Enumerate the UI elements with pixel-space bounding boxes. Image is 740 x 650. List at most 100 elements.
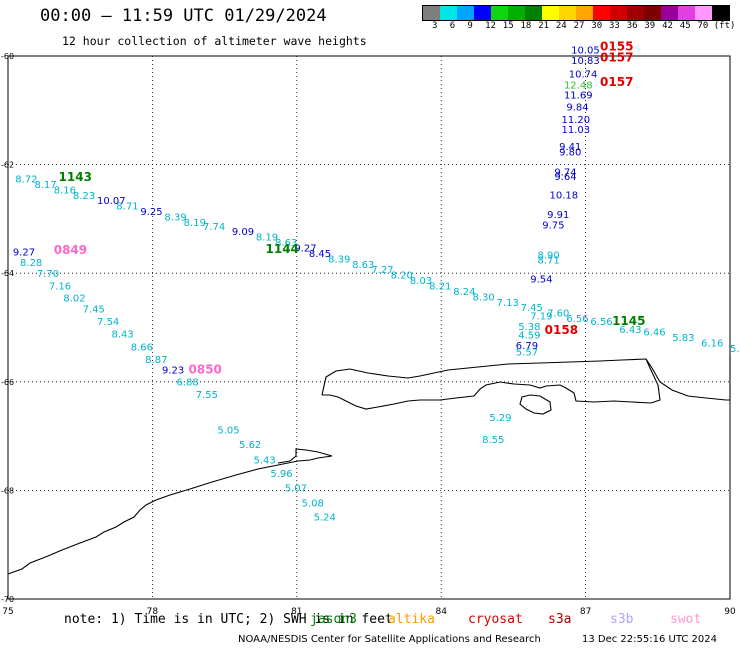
wave-height-label: 8.17 bbox=[34, 180, 56, 191]
wave-height-label: 8.71 bbox=[116, 202, 138, 213]
lat-tick-label: -70 bbox=[1, 595, 14, 604]
wave-height-label: 5.29 bbox=[489, 413, 511, 424]
credit-text: NOAA/NESDIS Center for Satellite Applica… bbox=[238, 634, 541, 645]
color-swatch bbox=[678, 6, 695, 20]
wave-height-label: 8.03 bbox=[410, 276, 432, 287]
satellite-legend-item: jason3 bbox=[310, 612, 357, 627]
color-swatch bbox=[593, 6, 610, 20]
color-scale-label: 33 bbox=[609, 21, 620, 31]
color-swatch bbox=[525, 6, 542, 20]
color-scale-label: 12 bbox=[485, 21, 496, 31]
wave-height-label: 8.87 bbox=[145, 355, 167, 366]
satellite-legend-item: s3b bbox=[610, 612, 634, 627]
wave-height-label: 6.56 bbox=[566, 314, 588, 325]
wave-height-label: 7.45 bbox=[521, 303, 543, 314]
wave-height-label: 8.19 bbox=[256, 233, 278, 244]
wave-height-label: 10.83 bbox=[571, 56, 600, 67]
wave-height-label: 8.30 bbox=[472, 292, 494, 303]
color-scale-bar bbox=[422, 5, 730, 21]
wave-height-label: 7.60 bbox=[547, 309, 569, 320]
axis-tick-labels: 75 78 81 84 87 90 -60 -62 -64 -66 -68 -70 bbox=[1, 52, 736, 617]
lon-tick-label: 75 bbox=[2, 607, 13, 617]
color-scale-label: 15 bbox=[502, 21, 514, 31]
color-scale-label: 27 bbox=[573, 21, 585, 31]
satellite-legend-item: s3a bbox=[548, 612, 572, 627]
color-scale-label: 45 bbox=[679, 21, 691, 31]
pass-time-label: 0849 bbox=[54, 243, 87, 257]
wave-height-label: 10.18 bbox=[550, 190, 579, 201]
wave-height-label: 8.19 bbox=[184, 218, 206, 229]
color-swatch bbox=[508, 6, 525, 20]
wave-height-label: 9.41 bbox=[559, 142, 581, 153]
color-scale-label: 39 bbox=[644, 21, 656, 31]
color-swatch bbox=[457, 6, 474, 20]
wave-height-label: 8.45 bbox=[309, 249, 331, 260]
map-subtitle: 12 hour collection of altimeter wave hei… bbox=[62, 34, 367, 48]
color-swatch bbox=[627, 6, 644, 20]
wave-height-label: 9.64 bbox=[554, 172, 576, 183]
pass-time-label: 0157 bbox=[600, 75, 633, 89]
lon-tick-label: 78 bbox=[147, 607, 159, 617]
map-frame bbox=[7, 55, 731, 600]
wave-height-label: 9.74 bbox=[554, 167, 576, 178]
wave-height-label: 8.23 bbox=[73, 191, 95, 202]
lon-tick-label: 84 bbox=[435, 607, 447, 617]
satellite-legend-item: altika bbox=[388, 612, 435, 627]
pass-time-label: 0158 bbox=[545, 323, 578, 337]
pass-time-label: 0157 bbox=[600, 50, 633, 64]
generated-timestamp: 13 Dec 22:55:16 UTC 2024 bbox=[582, 634, 717, 645]
color-scale-label: 42 bbox=[662, 21, 673, 31]
wave-height-label: 11.20 bbox=[562, 115, 591, 126]
wave-height-label: 6.43 bbox=[619, 325, 641, 336]
units-note: note: 1) Time is in UTC; 2) SWH is in fe… bbox=[64, 612, 393, 627]
wave-height-label: 8.63 bbox=[275, 238, 297, 249]
wave-height-label: 6.46 bbox=[643, 328, 665, 339]
coastline-mainland bbox=[7, 448, 333, 575]
color-scale-label: 3 bbox=[432, 21, 438, 31]
wave-height-label: 9.80 bbox=[559, 147, 581, 158]
coastline bbox=[7, 355, 731, 575]
pass-time-label: 1143 bbox=[59, 170, 92, 184]
wave-height-label: 9.54 bbox=[530, 274, 552, 285]
wave-height-label: 9.84 bbox=[566, 102, 588, 113]
wave-height-label: 4.59 bbox=[518, 330, 540, 341]
lat-tick-label: -66 bbox=[1, 378, 14, 387]
wave-height-label: 5.38 bbox=[518, 322, 540, 333]
color-scale-label: 6 bbox=[449, 21, 456, 31]
pass-time-label: 0850 bbox=[189, 363, 222, 377]
wave-height-label: 9.23 bbox=[162, 366, 184, 377]
wave-height-label: 12.48 bbox=[564, 81, 593, 92]
wave-height-label: 7.54 bbox=[97, 317, 119, 328]
wave-height-label: 9.27 bbox=[294, 243, 316, 254]
wave-height-label: 7.45 bbox=[83, 304, 105, 315]
wave-height-label: 9.09 bbox=[232, 227, 254, 238]
color-scale-label: 30 bbox=[591, 21, 603, 31]
wave-height-label: 5.07 bbox=[285, 483, 307, 494]
wave-height-label: 9.25 bbox=[140, 207, 162, 218]
wave-height-label: 11.03 bbox=[562, 125, 591, 136]
color-swatch bbox=[440, 6, 457, 20]
color-swatch bbox=[644, 6, 661, 20]
wave-height-label: 8.21 bbox=[429, 281, 451, 292]
pass-time-label: 1144 bbox=[266, 242, 299, 256]
lon-tick-label: 90 bbox=[724, 607, 736, 617]
wave-height-label: 11.69 bbox=[564, 90, 593, 101]
pass-time-label: 1145 bbox=[612, 314, 645, 328]
wave-height-label: 5.43 bbox=[253, 455, 275, 466]
wave-height-label: 9.91 bbox=[547, 210, 569, 221]
color-swatch bbox=[712, 6, 729, 20]
wave-height-label: 10.07 bbox=[97, 196, 126, 207]
wave-height-label: 8.20 bbox=[391, 271, 413, 282]
wave-height-label: 8.90 bbox=[537, 251, 559, 262]
wave-height-labels: 8.728.178.168.23 10.078.71 9.25 8.398.197.7… bbox=[13, 45, 740, 523]
wave-height-label: 5.83 bbox=[672, 333, 694, 344]
pass-time-label: 0155 bbox=[600, 40, 633, 54]
wave-height-label: 8.16 bbox=[54, 185, 76, 196]
color-swatch bbox=[610, 6, 627, 20]
color-scale-label: 36 bbox=[626, 21, 638, 31]
wave-height-label: 8.63 bbox=[352, 260, 374, 271]
wave-height-label: 8.39 bbox=[164, 213, 186, 224]
color-swatch bbox=[695, 6, 712, 20]
wave-height-label: 7.16 bbox=[49, 281, 71, 292]
